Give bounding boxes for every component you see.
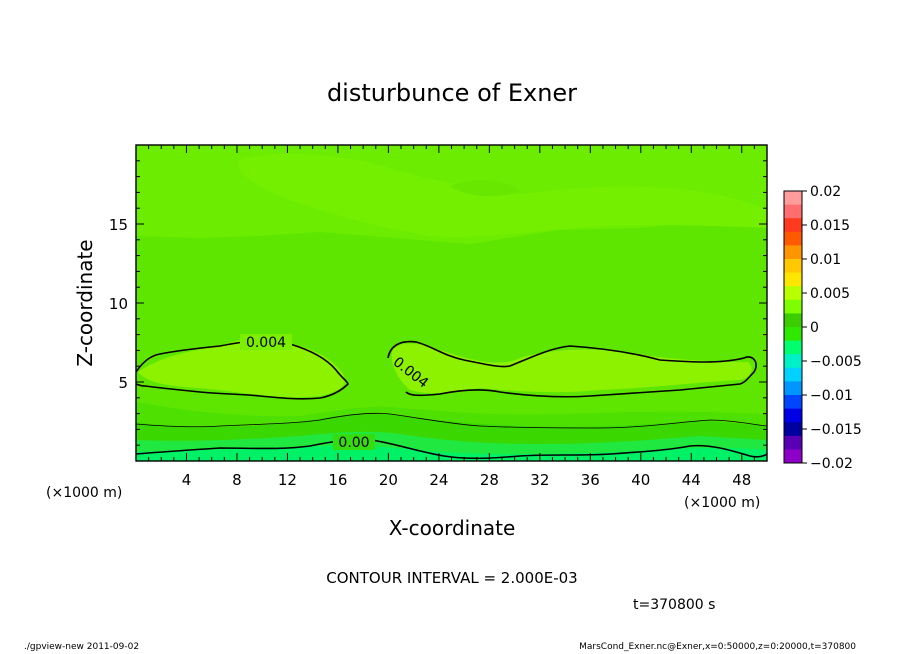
colorbar-label: −0.02 [810,456,853,472]
colorbar-swatch [784,381,802,396]
colorbar-label: −0.015 [810,422,862,438]
colorbar-swatch [784,191,802,206]
colorbar-label: 0.005 [810,286,850,302]
x-tick-label: 48 [732,471,751,489]
patch-small [450,180,520,197]
x-tick-label: 24 [429,471,448,489]
colorbar-label: 0.015 [810,218,850,234]
x-axis-title: X-coordinate [389,516,516,540]
x-tick-label: 16 [328,471,347,489]
colorbar-swatch [784,313,802,328]
colorbar-swatch [784,299,802,314]
y-unit-label: (×1000 m) [46,485,122,501]
colorbar-swatch [784,354,802,369]
contour-thin [136,412,767,429]
time-text: t=370800 s [633,597,715,613]
contour-fill [136,145,767,461]
contour-0.004-left [136,340,349,400]
x-tick-label: 32 [530,471,549,489]
colorbar-swatch [784,272,802,287]
positive-blob-right [391,343,752,394]
colorbar-swatch [784,435,802,450]
colorbar-swatch [784,395,802,410]
x-tick-label: 28 [480,471,499,489]
contour-interval-text: CONTOUR INTERVAL = 2.000E-03 [326,569,577,587]
colorbar-swatch [784,408,802,423]
colorbar-label: −0.01 [810,388,853,404]
x-tick-label: 20 [379,471,398,489]
colorbar-label: 0 [810,320,819,336]
y-axis-title: Z-coordinate [73,239,97,366]
y-tick-label: 10 [109,295,128,313]
x-tick-label: 44 [682,471,701,489]
contour-label-0.004-left: 0.004 [246,335,286,351]
colorbar-swatch [784,422,802,437]
colorbar-swatch [784,327,802,342]
colorbar-label: 0.01 [810,252,841,268]
colorbar: 0.02 0.015 0.01 0.005 0 −0.005 −0.01 −0.015 −0.0… [783,184,862,472]
x-tick-label: 36 [581,471,600,489]
x-tick-label: 4 [182,471,192,489]
positive-blob-left [138,339,346,398]
colorbar-swatch [784,204,802,219]
contour-0.004-right [387,340,757,398]
footer-left: ./gpview-new 2011-09-02 [24,642,140,652]
x-axis-ticks: 4 8 12 16 20 24 28 32 36 40 44 48 [135,145,768,489]
colorbar-swatch [784,340,802,355]
contour-label-0.00: 0.00 [338,435,369,451]
contour-lines [136,340,767,460]
colorbar-swatch [784,286,802,301]
y-tick-label: 5 [118,374,128,392]
x-tick-label: 40 [631,471,650,489]
y-axis-ticks: 5 10 15 [109,144,767,462]
chart-title: disturbunce of Exner [327,79,577,107]
y-tick-label: 15 [109,216,128,234]
colorbar-label: 0.02 [810,184,841,200]
contour-label-bg [240,334,292,350]
colorbar-swatch [784,245,802,260]
footer-right: MarsCond_Exner.nc@Exner,x=0:50000,z=0:20… [579,642,856,652]
colorbar-swatch [784,231,802,246]
contour-label-bg-2 [333,434,375,450]
x-tick-label: 12 [278,471,297,489]
colorbar-swatch [784,259,802,274]
colorbar-label: −0.005 [810,354,862,370]
x-tick-label: 8 [232,471,242,489]
colorbar-swatch [784,367,802,382]
lower-band-4 [136,445,767,461]
x-unit-label: (×1000 m) [684,495,760,511]
contour-0.00 [136,438,767,460]
colorbar-swatch [784,218,802,233]
colorbar-swatch [784,449,802,464]
